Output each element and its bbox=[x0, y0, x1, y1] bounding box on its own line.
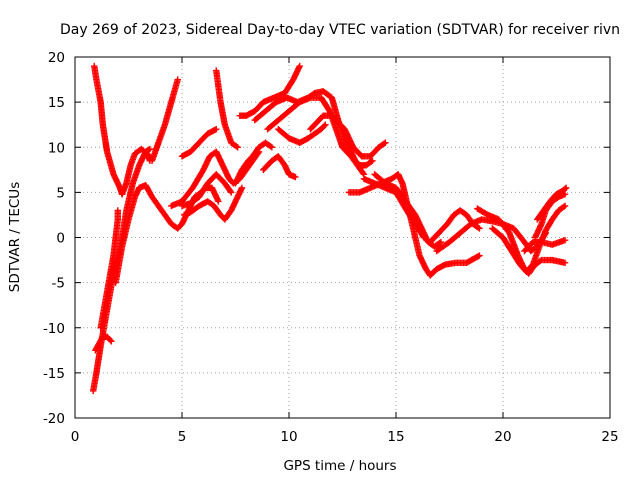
data-point-marker bbox=[215, 198, 222, 205]
y-tick-label: -10 bbox=[43, 321, 65, 337]
y-tick-label: 0 bbox=[56, 231, 65, 247]
data-point-marker bbox=[561, 202, 569, 210]
data-point-marker bbox=[359, 169, 367, 177]
series-arc-10 bbox=[180, 184, 246, 223]
data-point-marker bbox=[233, 143, 240, 150]
data-point-marker bbox=[234, 144, 241, 151]
y-tick-label: -5 bbox=[52, 276, 65, 292]
series-arc-12 bbox=[213, 67, 241, 151]
series-arc-19 bbox=[307, 112, 389, 160]
axis-ticks: 0 5 10 15 20 25 -20 -15 -10 -5 0 5 10 15 20 bbox=[43, 50, 619, 445]
data-point-marker bbox=[114, 207, 121, 214]
series-arc-11 bbox=[178, 126, 220, 160]
data-point-marker bbox=[174, 76, 181, 83]
data-point-marker bbox=[380, 140, 388, 147]
x-tick-label: 25 bbox=[601, 429, 618, 445]
data-point-marker bbox=[561, 237, 569, 244]
series-arc-14 bbox=[236, 62, 303, 119]
data-point-marker bbox=[267, 143, 274, 150]
data-point-marker bbox=[562, 184, 570, 192]
series-arc-21 bbox=[371, 171, 445, 250]
series-arc-29 bbox=[531, 190, 569, 241]
data-point-marker bbox=[228, 189, 235, 196]
data-point-marker bbox=[436, 239, 443, 247]
data-point-marker bbox=[561, 185, 569, 192]
x-tick-label: 0 bbox=[71, 429, 80, 445]
data-point-marker bbox=[420, 234, 428, 241]
x-tick-label: 20 bbox=[494, 429, 511, 445]
data-point-marker bbox=[382, 139, 389, 146]
plot-frame bbox=[74, 56, 611, 419]
series-arc-17 bbox=[275, 121, 329, 146]
series-arc-13 bbox=[232, 139, 276, 187]
y-tick-label: 20 bbox=[48, 50, 65, 66]
series-arc-2 bbox=[118, 145, 154, 198]
data-point-marker bbox=[322, 121, 329, 128]
series-arc-18 bbox=[260, 153, 299, 181]
data-point-marker bbox=[561, 259, 569, 266]
series-arc-6 bbox=[97, 207, 121, 331]
data-point-marker bbox=[476, 225, 483, 232]
data-point-marker bbox=[369, 157, 376, 164]
series-arc-22 bbox=[360, 175, 428, 241]
series-arc-5 bbox=[92, 333, 115, 354]
series-arc-3 bbox=[148, 76, 181, 164]
series-arc-1 bbox=[91, 62, 126, 198]
x-axis-label: GPS time / hours bbox=[283, 458, 396, 474]
data-point-marker bbox=[321, 122, 328, 130]
chart-title: Day 269 of 2023, Sidereal Day-to-day VTE… bbox=[60, 22, 620, 38]
y-tick-label: 10 bbox=[48, 140, 65, 156]
data-point-marker bbox=[560, 203, 567, 211]
series-arc-23 bbox=[427, 207, 483, 246]
data-point-marker bbox=[292, 173, 299, 181]
data-point-marker bbox=[367, 158, 375, 165]
x-tick-label: 15 bbox=[387, 429, 404, 445]
series-arc-28 bbox=[521, 237, 569, 255]
data-point-marker bbox=[474, 253, 482, 260]
x-tick-label: 10 bbox=[280, 429, 297, 445]
data-point-marker bbox=[476, 252, 483, 259]
data-point-marker bbox=[474, 224, 482, 231]
y-tick-label: -20 bbox=[43, 411, 65, 427]
data-series bbox=[89, 62, 570, 395]
data-point-marker bbox=[227, 187, 234, 195]
series-arc-7 bbox=[112, 181, 222, 286]
data-point-marker bbox=[213, 126, 220, 133]
data-point-marker bbox=[238, 184, 246, 192]
data-point-marker bbox=[296, 62, 303, 70]
y-tick-label: 5 bbox=[56, 185, 65, 201]
x-tick-label: 5 bbox=[178, 429, 187, 445]
y-axis-label: SDTVAR / TECUs bbox=[7, 182, 23, 292]
y-tick-label: -15 bbox=[43, 366, 65, 382]
y-tick-label: 15 bbox=[48, 95, 65, 111]
series-arc-9 bbox=[178, 171, 235, 210]
data-point-marker bbox=[146, 145, 154, 153]
data-point-marker bbox=[419, 233, 427, 240]
data-point-marker bbox=[107, 336, 114, 344]
data-point-marker bbox=[437, 238, 445, 246]
data-point-marker bbox=[561, 190, 569, 198]
data-point-marker bbox=[268, 144, 276, 151]
data-point-marker bbox=[108, 338, 115, 345]
grid-lines bbox=[75, 57, 610, 418]
